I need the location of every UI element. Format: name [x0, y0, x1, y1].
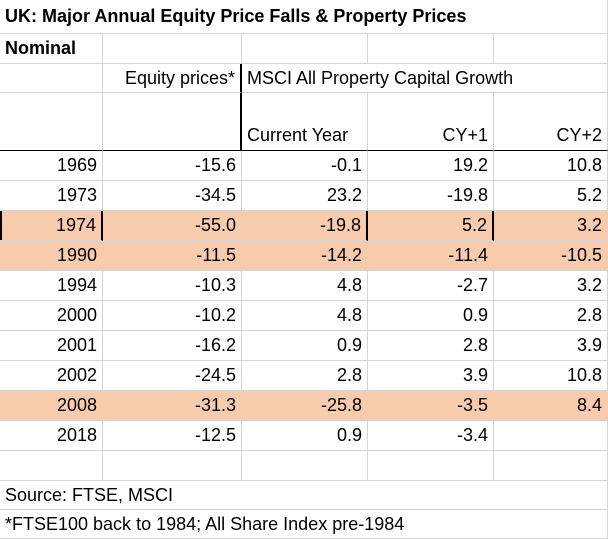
table-row-highlighted: 2008 -31.3 -25.8 -3.5 8.4 [0, 391, 608, 421]
equity-cell[interactable]: -16.2 [103, 331, 242, 361]
year-cell[interactable]: 1969 [0, 151, 103, 181]
table-row: 1994 -10.3 4.8 -2.7 3.2 [0, 271, 608, 301]
subtitle-row: Nominal [0, 34, 608, 64]
current-year-cell[interactable]: -14.2 [242, 241, 368, 271]
cy1-cell[interactable]: -3.4 [368, 421, 494, 451]
table-row-highlighted: 1974 -55.0 -19.8 5.2 3.2 [0, 211, 608, 241]
cy1-header[interactable]: CY+1 [368, 93, 494, 151]
header-row-2: Current Year CY+1 CY+2 [0, 93, 608, 151]
year-cell[interactable]: 2008 [0, 391, 103, 421]
empty-cell[interactable] [0, 451, 103, 481]
year-cell[interactable]: 1990 [0, 241, 103, 271]
year-cell[interactable]: 1974 [0, 211, 103, 241]
empty-cell[interactable] [103, 93, 242, 151]
source-row: Source: FTSE, MSCI [0, 481, 608, 510]
header-row-1: Equity prices* MSCI All Property Capital… [0, 64, 608, 93]
current-year-cell[interactable]: -0.1 [242, 151, 368, 181]
current-year-cell[interactable]: 4.8 [242, 301, 368, 331]
empty-cell[interactable] [368, 34, 494, 64]
cy2-cell[interactable]: 3.2 [494, 271, 608, 301]
cy1-cell[interactable]: -3.5 [368, 391, 494, 421]
current-year-header[interactable]: Current Year [242, 93, 368, 151]
table-row: 2002 -24.5 2.8 3.9 10.8 [0, 361, 608, 391]
cy1-cell[interactable]: 3.9 [368, 361, 494, 391]
empty-cell[interactable] [368, 451, 494, 481]
cy2-cell[interactable]: 3.2 [494, 211, 608, 241]
nominal-label[interactable]: Nominal [0, 34, 103, 64]
equity-cell[interactable]: -10.2 [103, 301, 242, 331]
empty-cell[interactable] [0, 93, 103, 151]
current-year-cell[interactable]: -19.8 [242, 211, 368, 241]
cy2-cell[interactable]: 5.2 [494, 181, 608, 211]
table-row: 2001 -16.2 0.9 2.8 3.9 [0, 331, 608, 361]
empty-cell[interactable] [103, 34, 242, 64]
table-row: 2000 -10.2 4.8 0.9 2.8 [0, 301, 608, 331]
table-title[interactable]: UK: Major Annual Equity Price Falls & Pr… [0, 0, 608, 34]
table-row: 1973 -34.5 23.2 -19.8 5.2 [0, 181, 608, 211]
equity-cell[interactable]: -11.5 [103, 241, 242, 271]
table-row: 1969 -15.6 -0.1 19.2 10.8 [0, 151, 608, 181]
equity-cell[interactable]: -34.5 [103, 181, 242, 211]
cy1-cell[interactable]: 2.8 [368, 331, 494, 361]
equity-cell[interactable]: -24.5 [103, 361, 242, 391]
source-note[interactable]: Source: FTSE, MSCI [0, 481, 608, 510]
equity-cell[interactable]: -55.0 [103, 211, 242, 241]
cy1-cell[interactable]: -2.7 [368, 271, 494, 301]
current-year-cell[interactable]: 4.8 [242, 271, 368, 301]
cy2-cell[interactable] [494, 421, 608, 451]
empty-cell[interactable] [242, 451, 368, 481]
footnote-row: *FTSE100 back to 1984; All Share Index p… [0, 510, 608, 539]
cy2-cell[interactable]: 2.8 [494, 301, 608, 331]
title-row: UK: Major Annual Equity Price Falls & Pr… [0, 0, 608, 34]
table-row-highlighted: 1990 -11.5 -14.2 -11.4 -10.5 [0, 241, 608, 271]
cy1-cell[interactable]: -19.8 [368, 181, 494, 211]
year-cell[interactable]: 2018 [0, 421, 103, 451]
empty-cell[interactable] [494, 34, 608, 64]
year-cell[interactable]: 1994 [0, 271, 103, 301]
cy1-cell[interactable]: 19.2 [368, 151, 494, 181]
cy2-cell[interactable]: 10.8 [494, 361, 608, 391]
year-cell[interactable]: 2001 [0, 331, 103, 361]
cy1-cell[interactable]: 0.9 [368, 301, 494, 331]
year-cell[interactable]: 2002 [0, 361, 103, 391]
equity-cell[interactable]: -10.3 [103, 271, 242, 301]
empty-cell[interactable] [103, 451, 242, 481]
empty-cell[interactable] [0, 64, 103, 93]
cy2-header[interactable]: CY+2 [494, 93, 608, 151]
cy2-cell[interactable]: 3.9 [494, 331, 608, 361]
year-cell[interactable]: 2000 [0, 301, 103, 331]
year-cell[interactable]: 1973 [0, 181, 103, 211]
equity-cell[interactable]: -15.6 [103, 151, 242, 181]
empty-row [0, 451, 608, 481]
cy2-cell[interactable]: -10.5 [494, 241, 608, 271]
current-year-cell[interactable]: 0.9 [242, 421, 368, 451]
current-year-cell[interactable]: 23.2 [242, 181, 368, 211]
equity-cell[interactable]: -31.3 [103, 391, 242, 421]
cy2-cell[interactable]: 8.4 [494, 391, 608, 421]
cy2-cell[interactable]: 10.8 [494, 151, 608, 181]
current-year-cell[interactable]: 0.9 [242, 331, 368, 361]
cy1-cell[interactable]: 5.2 [368, 211, 494, 241]
equity-cell[interactable]: -12.5 [103, 421, 242, 451]
current-year-cell[interactable]: -25.8 [242, 391, 368, 421]
cy1-cell[interactable]: -11.4 [368, 241, 494, 271]
equity-header[interactable]: Equity prices* [103, 64, 242, 93]
empty-cell[interactable] [494, 451, 608, 481]
property-group-header[interactable]: MSCI All Property Capital Growth [242, 64, 608, 93]
table-row: 2018 -12.5 0.9 -3.4 [0, 421, 608, 451]
empty-cell[interactable] [242, 34, 368, 64]
current-year-cell[interactable]: 2.8 [242, 361, 368, 391]
footnote[interactable]: *FTSE100 back to 1984; All Share Index p… [0, 510, 608, 539]
